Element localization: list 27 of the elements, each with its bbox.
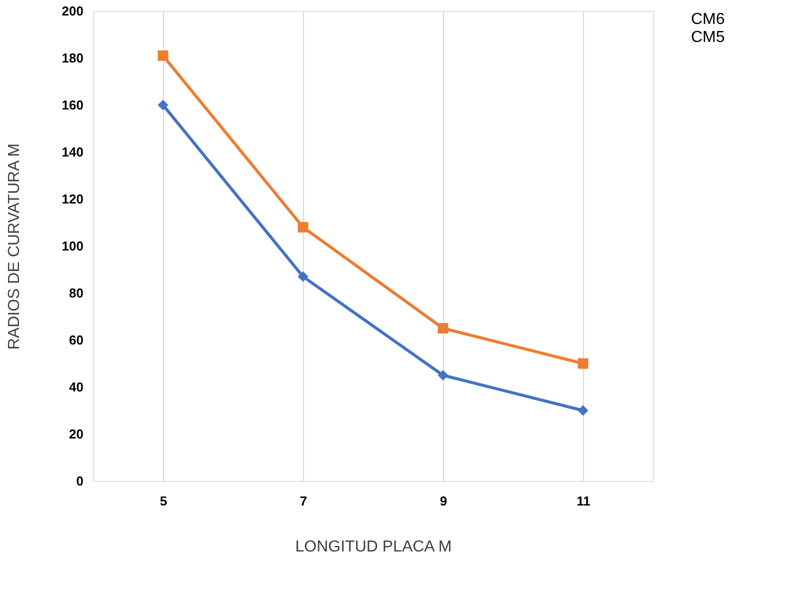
y-tick-label: 0	[76, 474, 84, 488]
y-tick-label: 200	[62, 4, 84, 18]
text: CM5	[691, 29, 725, 46]
text: CM6	[691, 11, 725, 28]
y-tick-label: 20	[69, 426, 84, 442]
x-tick-label: 11	[576, 494, 590, 508]
point	[438, 370, 448, 380]
y-tick-label: 60	[69, 332, 84, 348]
y-tick-label: 140	[62, 144, 84, 160]
y-tick-label: 100	[62, 238, 84, 254]
y-tick-label: 40	[69, 380, 84, 394]
point	[438, 323, 448, 334]
point	[578, 405, 588, 416]
y-tick-label: 120	[62, 192, 84, 206]
point	[158, 100, 168, 110]
point	[298, 271, 308, 282]
y-tick-label: 160	[62, 98, 84, 112]
x-tick-label: 5	[160, 494, 168, 508]
y-tick-label: 80	[69, 286, 84, 300]
y-axis-title: RADIOS DE CURVATURA M	[6, 143, 23, 350]
point	[578, 358, 588, 369]
point	[158, 50, 168, 61]
x-axis-title: LONGITUD PLACA M	[295, 538, 452, 556]
x-tick-label: 7	[300, 494, 308, 508]
point	[298, 222, 308, 232]
y-tick-label: 180	[62, 50, 84, 66]
x-tick-label: 9	[440, 494, 448, 508]
